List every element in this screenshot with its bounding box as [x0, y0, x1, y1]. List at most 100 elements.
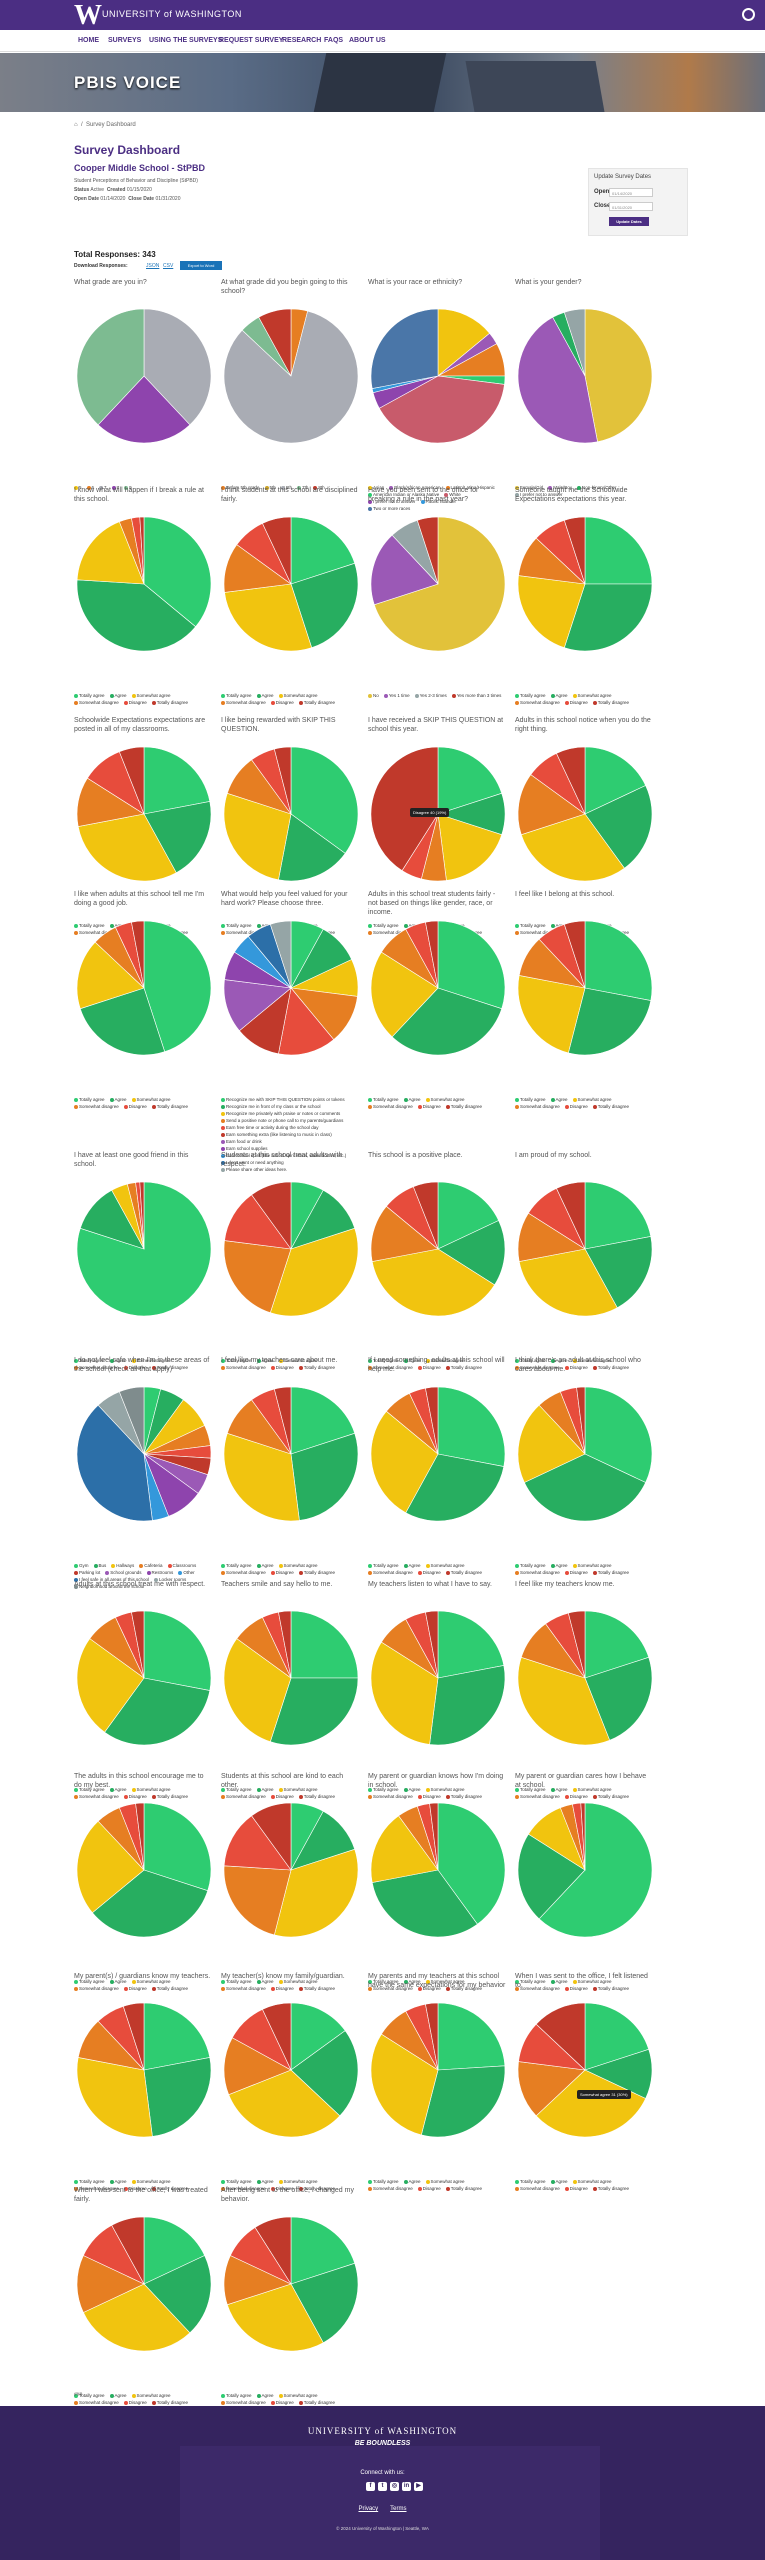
legend-item[interactable]: Disagree [417, 2185, 441, 2192]
pie-slice[interactable] [143, 2255, 212, 2334]
legend-item[interactable]: Agree [403, 2178, 421, 2185]
legend-item[interactable]: Somewhat disagree [368, 1364, 413, 1371]
legend-item[interactable]: Somewhat disagree [515, 2185, 560, 2192]
pie-slice[interactable] [131, 920, 145, 989]
pie-chart[interactable] [515, 918, 655, 1058]
pie-slice[interactable] [437, 1181, 500, 1250]
legend-item[interactable]: Somewhat agree [425, 1096, 465, 1103]
legend-item[interactable]: Somewhat disagree [368, 1793, 413, 1800]
pie-chart[interactable] [515, 744, 655, 884]
legend-item[interactable]: Classrooms [167, 1562, 196, 1569]
legend-item[interactable]: Male/Boy [548, 484, 572, 491]
pie-slice[interactable] [563, 516, 586, 585]
legend-item[interactable]: Totally disagree [445, 1569, 482, 1576]
legend-item[interactable]: Somewhat disagree [368, 929, 413, 936]
legend-item[interactable]: Somewhat disagree [74, 2399, 119, 2406]
legend-item[interactable]: Disagree [564, 1793, 588, 1800]
pie-slice[interactable] [76, 1820, 145, 1914]
legend-item[interactable]: Somewhat disagree [74, 1985, 119, 1992]
pie-slice[interactable] [378, 375, 505, 444]
legend-item[interactable]: Disagree [417, 1364, 441, 1371]
pie-slice[interactable] [416, 516, 439, 585]
pie-slice[interactable] [139, 516, 145, 585]
legend-item[interactable]: Disagree [564, 1985, 588, 1992]
pie-slice[interactable] [143, 2216, 206, 2285]
pie-chart[interactable] [368, 306, 508, 446]
pie-slice[interactable] [517, 774, 586, 836]
pie-slice[interactable] [76, 1404, 153, 1522]
legend-item[interactable]: School grounds [105, 1569, 142, 1576]
pie-slice[interactable] [143, 516, 212, 628]
legend-item[interactable]: Totally agree [221, 2178, 252, 2185]
legend-item[interactable]: Agree [550, 1786, 568, 1793]
legend-item[interactable]: Somewhat agree [278, 692, 318, 699]
pie-slice[interactable] [76, 2057, 153, 2138]
legend-item[interactable]: Totally disagree [445, 1985, 482, 1992]
legend-item[interactable]: Somewhat disagree [221, 2399, 266, 2406]
youtube-icon[interactable]: ▶ [414, 2482, 423, 2491]
pie-slice[interactable] [111, 2216, 145, 2285]
pie-slice[interactable] [405, 1453, 505, 1522]
legend-item[interactable]: Totally disagree [592, 1569, 629, 1576]
pie-slice[interactable] [278, 987, 335, 1056]
legend-item[interactable]: Totally agree [368, 922, 399, 929]
pie-slice[interactable] [370, 534, 439, 606]
legend-item[interactable]: Send a positive note or phone call to my… [221, 1117, 356, 1124]
legend-item[interactable]: 7th [297, 484, 308, 491]
legend-item[interactable]: Somewhat disagree [74, 699, 119, 706]
pie-slice[interactable] [278, 1610, 292, 1679]
legend-item[interactable]: Totally disagree [445, 1103, 482, 1110]
pie-slice[interactable] [139, 1181, 145, 1250]
legend-item[interactable]: Disagree [123, 2185, 147, 2192]
pie-slice[interactable] [223, 1815, 292, 1871]
pie-slice[interactable] [437, 1220, 506, 1286]
legend-item[interactable]: Earn school spirit (like school spirit s… [221, 1152, 356, 1159]
pie-slice[interactable] [535, 2002, 586, 2071]
pie-slice[interactable] [429, 1802, 439, 1871]
legend-item[interactable]: Disagree [123, 1985, 147, 1992]
pie-slice[interactable] [223, 979, 292, 1032]
legend-item[interactable]: Somewhat disagree [368, 1985, 413, 1992]
pie-slice[interactable] [91, 1869, 209, 1938]
pie-slice[interactable] [584, 1236, 653, 1309]
pie-slice[interactable] [518, 1248, 618, 1317]
legend-item[interactable]: Yes 2-3 times [414, 692, 447, 699]
pie-slice[interactable] [76, 579, 197, 652]
pie-slice[interactable] [576, 1386, 586, 1455]
pie-slice[interactable] [517, 316, 598, 444]
pie-chart[interactable] [515, 1179, 655, 1319]
pie-slice[interactable] [82, 2283, 191, 2352]
legend-item[interactable]: Somewhat disagree [221, 1985, 266, 1992]
pie-chart[interactable] [221, 2214, 361, 2354]
legend-item[interactable]: Bus [93, 1562, 106, 1569]
pie-slice[interactable] [517, 575, 586, 649]
pie-slice[interactable] [143, 746, 211, 815]
pie-chart[interactable] [74, 1384, 214, 1524]
pie-slice[interactable] [290, 1386, 356, 1455]
instagram-icon[interactable]: ◎ [390, 2482, 399, 2491]
legend-item[interactable]: Agree [550, 2178, 568, 2185]
legend-item[interactable]: 7 [99, 484, 107, 491]
pie-slice[interactable] [391, 987, 503, 1056]
legend-item[interactable]: Totally agree [74, 2392, 105, 2399]
legend-item[interactable]: Agree [550, 1096, 568, 1103]
legend-item[interactable]: Totally agree [515, 1978, 546, 1985]
legend-item[interactable]: 5 [74, 484, 82, 491]
legend-item[interactable]: Disagree [123, 1793, 147, 1800]
pie-chart[interactable] [74, 744, 214, 884]
pie-chart[interactable] [515, 2000, 655, 2140]
pie-slice[interactable] [262, 516, 292, 585]
pie-slice[interactable] [370, 1815, 439, 1883]
legend-item[interactable]: Totally agree [74, 1978, 105, 1985]
legend-item[interactable]: Somewhat agree [131, 1357, 171, 1364]
legend-item[interactable]: Totally agree [515, 1096, 546, 1103]
legend-item[interactable]: Somewhat agree [278, 2178, 318, 2185]
pie-slice[interactable] [122, 2002, 145, 2071]
pie-slice[interactable] [135, 1802, 145, 1871]
pie-slice[interactable] [370, 2033, 439, 2136]
legend-item[interactable]: Disagree [564, 1364, 588, 1371]
linkedin-icon[interactable]: in [402, 2482, 411, 2491]
legend-item[interactable]: Totally disagree [445, 1364, 482, 1371]
pie-chart[interactable] [221, 306, 361, 446]
legend-item[interactable]: Agree [256, 692, 274, 699]
